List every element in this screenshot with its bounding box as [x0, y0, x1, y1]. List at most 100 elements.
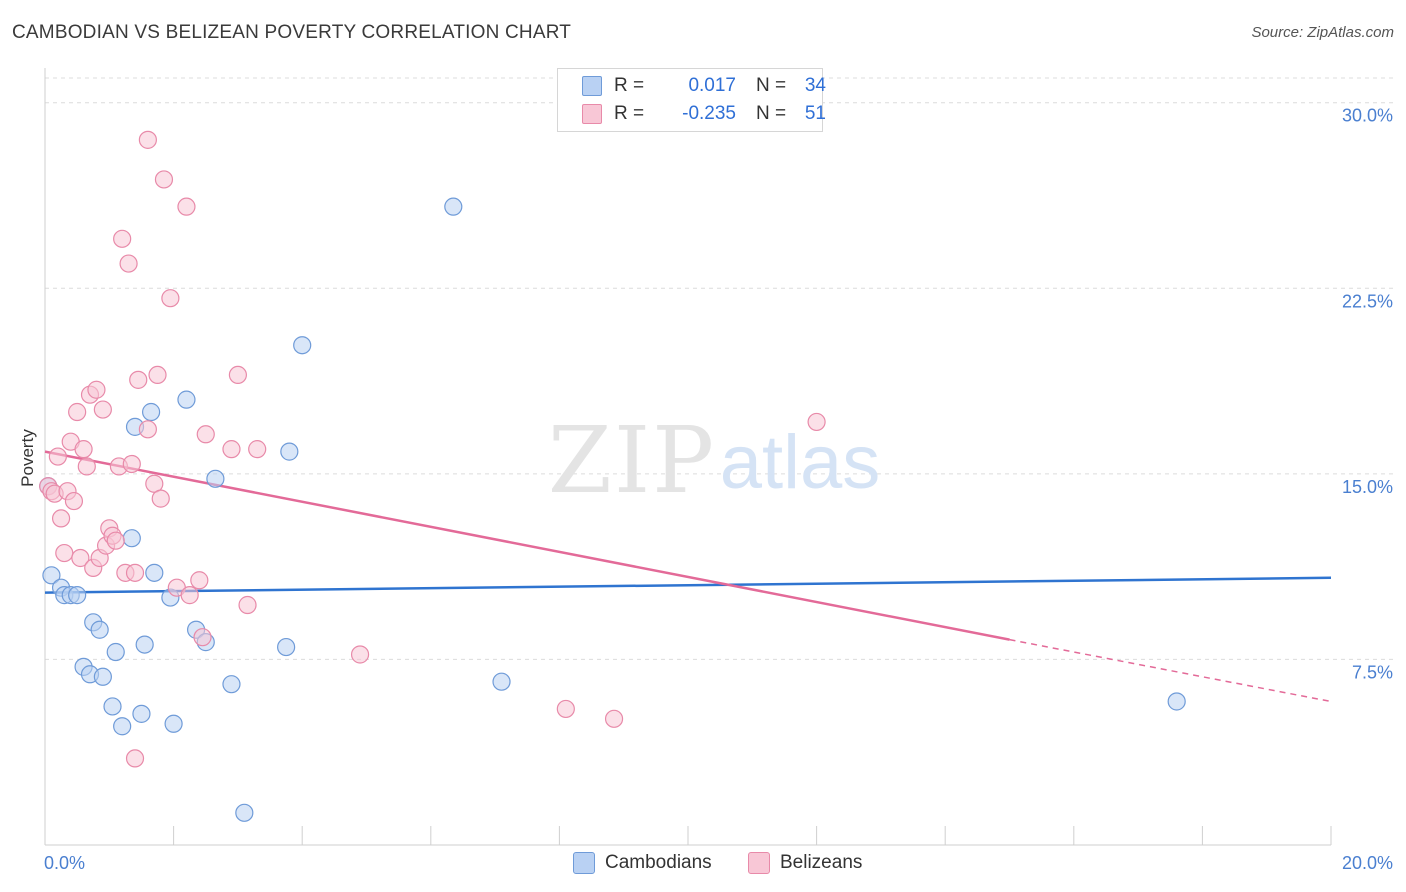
point-cambodians — [277, 637, 296, 657]
point-cambodians — [235, 803, 254, 822]
legend-r-label: R = — [614, 75, 645, 96]
x-tick-label: 20.0% — [1342, 853, 1393, 873]
point-cambodians — [492, 672, 511, 691]
point-cambodians — [1167, 692, 1186, 711]
legend-swatch-blue — [582, 76, 602, 96]
y-tick-label: 7.5% — [1352, 662, 1393, 682]
tick-labels: 7.5% 15.0% 22.5% 30.0% 0.0% 20.0% — [44, 106, 1393, 873]
axes — [44, 68, 1332, 846]
legend-row-cambodians: R = 0.017 N = 34 — [582, 74, 826, 98]
point-belizeans — [55, 543, 74, 563]
point-belizeans — [48, 447, 67, 466]
point-belizeans — [74, 440, 93, 459]
point-belizeans — [248, 440, 267, 459]
point-cambodians — [444, 197, 463, 216]
point-cambodians — [141, 402, 161, 422]
legend-r-value: -0.235 — [682, 103, 736, 124]
point-cambodians — [280, 442, 299, 461]
data-points — [39, 130, 1186, 822]
point-belizeans — [129, 370, 148, 389]
point-belizeans — [87, 380, 106, 399]
point-cambodians — [145, 563, 164, 582]
legend-swatch-pink — [582, 104, 602, 124]
point-cambodians — [113, 717, 132, 736]
point-cambodians — [42, 566, 61, 585]
point-belizeans — [151, 489, 170, 508]
y-axis-label: Poverty — [18, 429, 37, 487]
point-belizeans — [177, 197, 196, 216]
chart-title: CAMBODIAN VS BELIZEAN POVERTY CORRELATIO… — [12, 22, 572, 43]
point-cambodians — [132, 704, 151, 723]
legend-label-belizeans: Belizeans — [780, 852, 863, 873]
point-belizeans — [51, 509, 71, 528]
x-tick-label: 0.0% — [44, 853, 85, 873]
point-belizeans — [68, 402, 87, 422]
point-belizeans — [190, 571, 209, 590]
point-belizeans — [238, 595, 257, 615]
point-belizeans — [71, 548, 90, 568]
watermark-atlas: atlas — [720, 420, 881, 505]
point-belizeans — [77, 457, 96, 476]
correlation-legend: R = 0.017 N = 34 R = -0.235 N = 51 — [557, 68, 826, 132]
point-belizeans — [350, 645, 370, 664]
legend-swatch-cambodians — [573, 852, 595, 874]
point-cambodians — [103, 697, 122, 716]
legend-r-value: 0.017 — [688, 75, 736, 96]
legend-n-value: 34 — [804, 75, 826, 96]
legend-n-value: 51 — [804, 103, 826, 124]
point-cambodians — [164, 714, 183, 733]
legend-item-belizeans: Belizeans — [748, 852, 862, 874]
point-belizeans — [64, 491, 84, 511]
point-belizeans — [604, 709, 624, 728]
point-belizeans — [138, 420, 157, 439]
point-belizeans — [113, 229, 132, 248]
watermark: ZIP atlas — [548, 407, 880, 514]
point-belizeans — [119, 254, 138, 273]
y-tick-label: 15.0% — [1342, 477, 1393, 497]
watermark-zip: ZIP — [548, 407, 716, 514]
point-cambodians — [206, 469, 225, 488]
point-belizeans — [148, 365, 167, 385]
point-belizeans — [556, 699, 575, 719]
legend-swatch-belizeans — [748, 852, 770, 874]
point-belizeans — [154, 170, 174, 189]
point-cambodians — [177, 390, 196, 409]
legend-item-cambodians: Cambodians — [573, 852, 712, 874]
trend-line-belizeans-extension — [1009, 638, 1332, 703]
point-cambodians — [222, 675, 241, 694]
point-belizeans — [180, 586, 199, 605]
point-belizeans — [122, 454, 141, 474]
legend-r-label: R = — [614, 103, 645, 124]
point-belizeans — [125, 749, 145, 768]
series-legend: Cambodians Belizeans — [0, 852, 1406, 876]
point-belizeans — [193, 628, 212, 647]
point-belizeans — [106, 531, 125, 550]
point-belizeans — [222, 440, 241, 459]
point-belizeans — [228, 365, 247, 385]
y-tick-label: 22.5% — [1342, 291, 1393, 311]
point-cambodians — [93, 667, 112, 686]
legend-n-label: N = — [756, 103, 787, 124]
point-belizeans — [161, 289, 180, 308]
point-cambodians — [68, 586, 87, 605]
legend-n-label: N = — [756, 75, 787, 96]
trend-lines — [44, 450, 1332, 703]
point-cambodians — [106, 642, 125, 662]
point-belizeans — [807, 412, 826, 432]
y-tick-label: 30.0% — [1342, 106, 1393, 126]
legend-label-cambodians: Cambodians — [605, 852, 712, 873]
grid-lines — [45, 77, 1395, 660]
point-belizeans — [125, 563, 145, 582]
trend-line-cambodians — [44, 576, 1332, 594]
point-cambodians — [135, 635, 154, 654]
point-belizeans — [138, 130, 157, 149]
point-cambodians — [90, 620, 109, 639]
point-belizeans — [93, 400, 112, 419]
point-cambodians — [293, 336, 312, 355]
point-cambodians — [122, 529, 141, 548]
trend-line-belizeans — [44, 450, 1010, 641]
point-belizeans — [196, 425, 215, 444]
source-label: Source: ZipAtlas.com — [1251, 24, 1394, 41]
legend-row-belizeans: R = -0.235 N = 51 — [582, 102, 826, 126]
